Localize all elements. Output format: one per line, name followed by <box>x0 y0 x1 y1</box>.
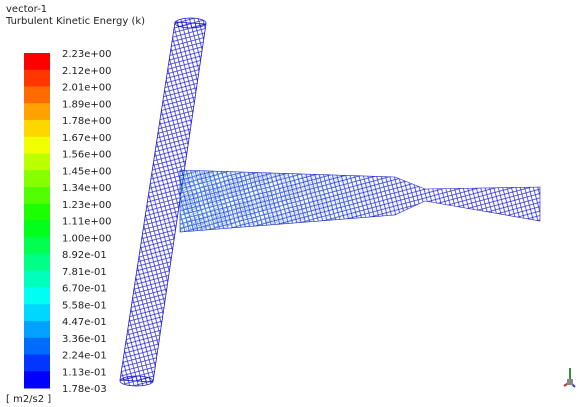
legend-label: 1.13e-01 <box>62 367 107 378</box>
legend-swatch <box>24 254 50 271</box>
legend-label: 6.70e-01 <box>62 284 107 295</box>
legend-swatch <box>24 154 50 171</box>
axis-triad <box>564 368 575 387</box>
legend-label: 1.34e+00 <box>62 183 112 194</box>
subtitle: Turbulent Kinetic Energy (k) <box>5 16 145 27</box>
legend-label: 1.67e+00 <box>62 133 112 144</box>
legend-swatch <box>24 371 50 388</box>
viewport: vector-1 Turbulent Kinetic Energy (k) [ … <box>0 0 585 407</box>
legend-swatch <box>24 187 50 204</box>
legend-swatch <box>24 304 50 321</box>
legend-label: 5.58e-01 <box>62 300 107 311</box>
unit-label: [ m2/s2 ] <box>6 394 51 405</box>
legend-label: 3.36e-01 <box>62 334 107 345</box>
legend-label: 1.78e+00 <box>62 116 112 127</box>
legend-swatch <box>24 237 50 254</box>
legend-label: 1.11e+00 <box>62 217 112 228</box>
scene: vector-1 Turbulent Kinetic Energy (k) [ … <box>0 0 585 407</box>
legend-swatch <box>24 137 50 154</box>
branch-pipe <box>180 170 540 232</box>
legend-swatch <box>24 338 50 355</box>
legend-swatch <box>24 321 50 338</box>
legend-swatch <box>24 53 50 70</box>
legend-label: 1.23e+00 <box>62 200 112 211</box>
legend-swatch <box>24 170 50 187</box>
legend-label: 1.45e+00 <box>62 166 112 177</box>
legend-label: 7.81e-01 <box>62 267 107 278</box>
legend-swatch <box>24 70 50 87</box>
legend-label: 2.01e+00 <box>62 83 112 94</box>
color-legend: 2.23e+00 2.12e+00 2.01e+00 1.89e+00 1.78e+00… <box>24 49 112 395</box>
legend-label: 4.47e-01 <box>62 317 107 328</box>
legend-swatch <box>24 103 50 120</box>
title: vector-1 <box>6 4 47 15</box>
legend-label: 1.89e+00 <box>62 99 112 110</box>
legend-label: 2.23e+00 <box>62 49 112 60</box>
legend-swatch <box>24 204 50 221</box>
legend-label: 1.56e+00 <box>62 150 112 161</box>
legend-label: 8.92e-01 <box>62 250 107 261</box>
legend-label: 1.78e-03 <box>62 384 107 395</box>
legend-label: 2.24e-01 <box>62 351 107 362</box>
legend-swatch <box>24 271 50 288</box>
legend-swatch <box>24 120 50 137</box>
legend-swatch <box>24 288 50 305</box>
legend-label: 1.00e+00 <box>62 233 112 244</box>
legend-swatch <box>24 87 50 104</box>
legend-swatch <box>24 355 50 372</box>
legend-label: 2.12e+00 <box>62 66 112 77</box>
legend-swatch <box>24 221 50 238</box>
